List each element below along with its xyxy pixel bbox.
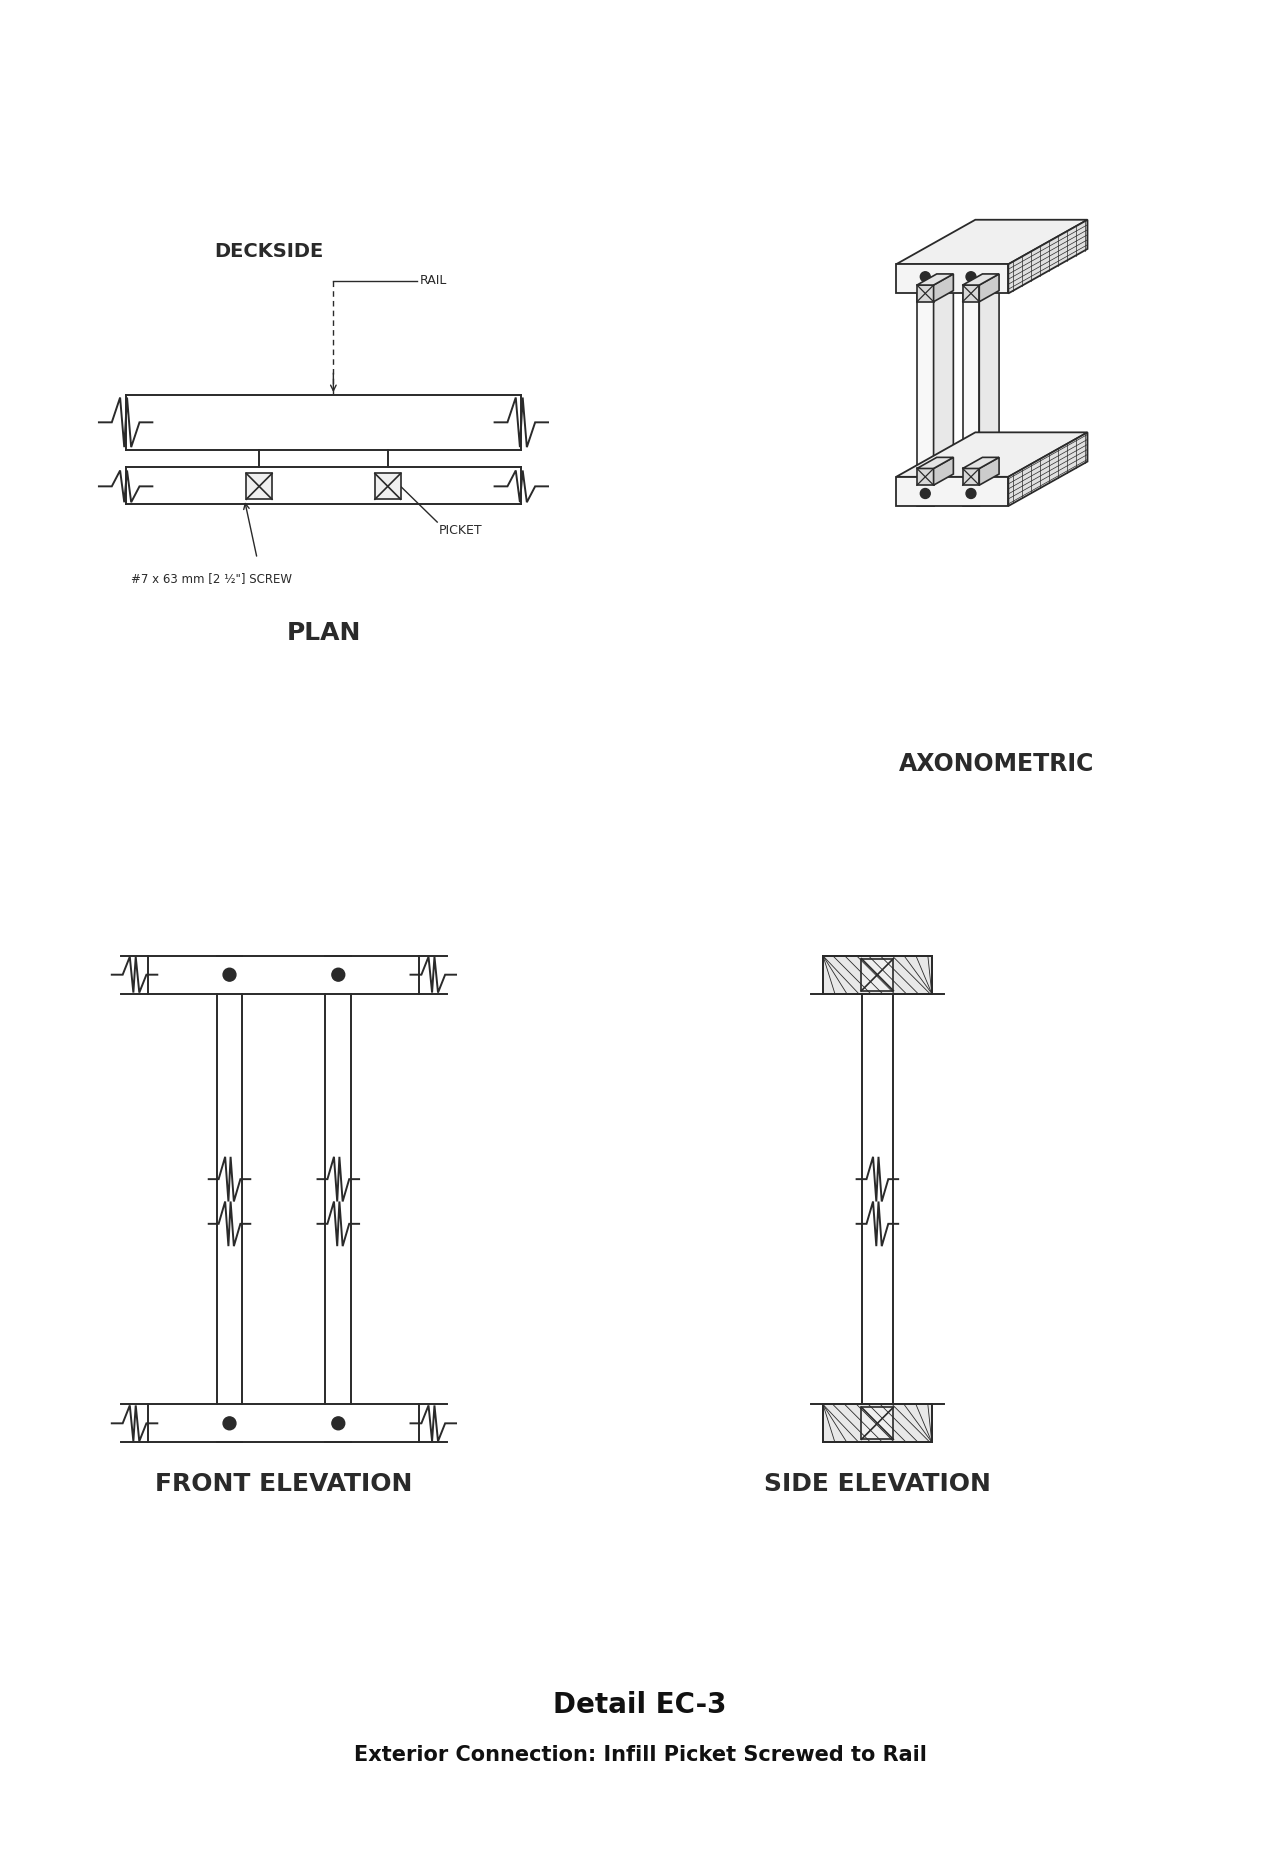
Polygon shape — [933, 457, 954, 485]
Polygon shape — [896, 478, 1009, 506]
Polygon shape — [963, 468, 979, 485]
Polygon shape — [979, 274, 1000, 302]
Polygon shape — [375, 474, 401, 500]
Polygon shape — [933, 265, 954, 506]
Polygon shape — [896, 265, 1009, 293]
Polygon shape — [1009, 433, 1088, 506]
Circle shape — [332, 968, 344, 982]
Polygon shape — [963, 274, 1000, 285]
Polygon shape — [861, 1407, 893, 1439]
Polygon shape — [933, 274, 954, 302]
Polygon shape — [896, 220, 1088, 265]
Polygon shape — [963, 457, 1000, 468]
Polygon shape — [246, 474, 273, 500]
Polygon shape — [896, 433, 1088, 478]
Polygon shape — [916, 285, 933, 302]
Polygon shape — [916, 265, 954, 276]
Polygon shape — [916, 468, 933, 485]
Circle shape — [920, 272, 931, 282]
Text: AXONOMETRIC: AXONOMETRIC — [899, 752, 1094, 776]
Text: PLAN: PLAN — [287, 621, 361, 646]
Text: RAIL: RAIL — [420, 274, 447, 287]
Circle shape — [920, 489, 931, 498]
Polygon shape — [916, 274, 954, 285]
Bar — [823, 1405, 932, 1442]
Polygon shape — [963, 285, 979, 302]
Polygon shape — [916, 457, 954, 468]
Text: FRONT ELEVATION: FRONT ELEVATION — [155, 1472, 412, 1497]
Circle shape — [223, 968, 236, 982]
Text: DECKSIDE: DECKSIDE — [215, 243, 324, 261]
Text: SIDE ELEVATION: SIDE ELEVATION — [764, 1472, 991, 1497]
Text: #7 x 63 mm [2 ½"] SCREW: #7 x 63 mm [2 ½"] SCREW — [131, 571, 292, 584]
Polygon shape — [916, 276, 933, 506]
Polygon shape — [963, 265, 1000, 276]
Polygon shape — [963, 276, 979, 506]
Bar — [823, 955, 932, 993]
Polygon shape — [979, 457, 1000, 485]
Circle shape — [332, 1416, 344, 1429]
Text: PICKET: PICKET — [439, 524, 483, 537]
Polygon shape — [979, 265, 1000, 506]
Polygon shape — [1009, 220, 1088, 293]
Circle shape — [966, 489, 975, 498]
Text: Exterior Connection: Infill Picket Screwed to Rail: Exterior Connection: Infill Picket Screw… — [353, 1745, 927, 1765]
Circle shape — [223, 1416, 236, 1429]
Polygon shape — [861, 959, 893, 991]
Text: Detail EC-3: Detail EC-3 — [553, 1691, 727, 1719]
Circle shape — [966, 272, 975, 282]
